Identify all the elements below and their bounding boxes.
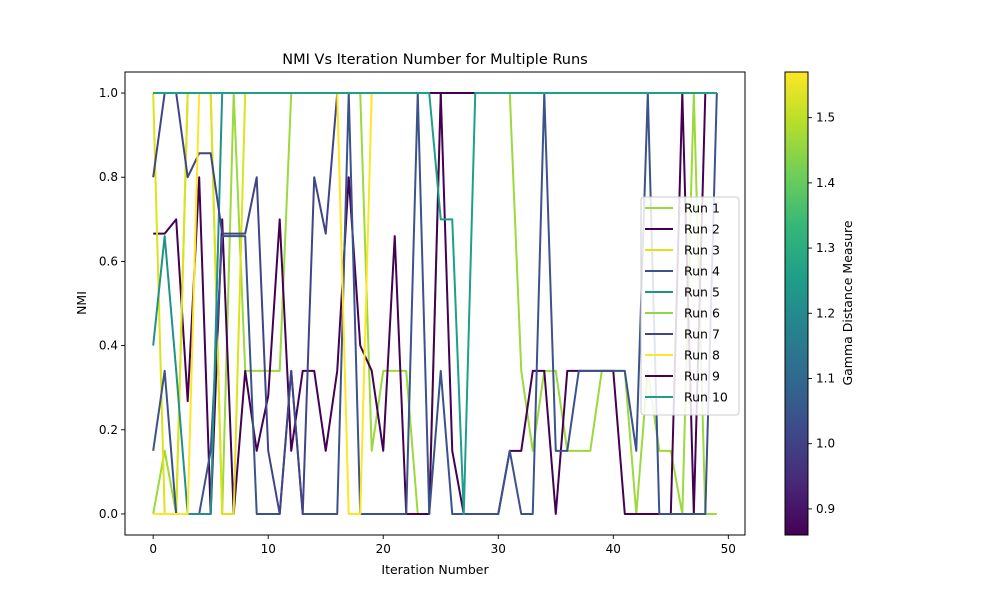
y-tick-label: 0.8 [99,170,118,184]
y-tick-label: 0.0 [99,507,118,521]
x-tick-label: 20 [376,542,391,556]
series-line-run-10 [153,92,717,515]
x-tick-label: 50 [721,542,736,556]
colorbar-tick-label: 1.1 [816,371,835,385]
y-tick-label: 0.6 [99,254,118,268]
legend-label-run-7: Run 7 [684,327,720,342]
colorbar-tick-label: 1.5 [816,111,835,125]
colorbar-tick-label: 1.0 [816,437,835,451]
series-line-run-2 [153,92,717,515]
legend-box [640,196,740,416]
colorbar-tick-label: 1.3 [816,241,835,255]
x-axis-ticks: 0 10 20 30 40 50 [149,535,736,556]
colorbar-label: Gamma Distance Measure [840,220,855,385]
legend-label-run-9: Run 9 [684,369,720,384]
chart-title: NMI Vs Iteration Number for Multiple Run… [282,52,587,68]
y-tick-label: 0.4 [99,339,118,353]
plot-frame [124,71,746,536]
y-axis-ticks: 0.0 0.2 0.4 0.6 0.8 1.0 [99,86,125,521]
colorbar-tick-label: 1.2 [816,306,835,320]
legend-label-run-4: Run 4 [684,264,720,279]
colorbar [784,71,809,536]
x-axis-label: Iteration Number [381,562,489,577]
legend-label-run-1: Run 1 [684,201,720,216]
legend-label-run-2: Run 2 [684,222,720,237]
colorbar-ticks: 0.9 1.0 1.1 1.2 1.3 1.4 1.5 [808,111,835,516]
legend-label-run-6: Run 6 [684,306,720,321]
series-line-run-4 [152,92,718,515]
legend-label-run-8: Run 8 [684,348,720,363]
y-tick-label: 0.2 [99,423,118,437]
colorbar-tick-label: 1.4 [816,176,835,190]
x-tick-label: 40 [606,542,621,556]
legend: Run 1 Run 2 Run 3 Run 4 Run 5 Run 6 Run 7 Run 8… [640,196,740,416]
x-tick-label: 10 [261,542,276,556]
legend-label-run-3: Run 3 [684,243,720,258]
x-tick-label: 30 [491,542,506,556]
colorbar-tick-label: 0.9 [816,502,835,516]
series-layer [152,92,718,515]
y-tick-label: 1.0 [99,86,118,100]
legend-label-run-10: Run 10 [684,390,728,405]
x-tick-label: 0 [149,542,157,556]
legend-label-run-5: Run 5 [684,285,720,300]
y-axis-label: NMI [74,291,89,315]
